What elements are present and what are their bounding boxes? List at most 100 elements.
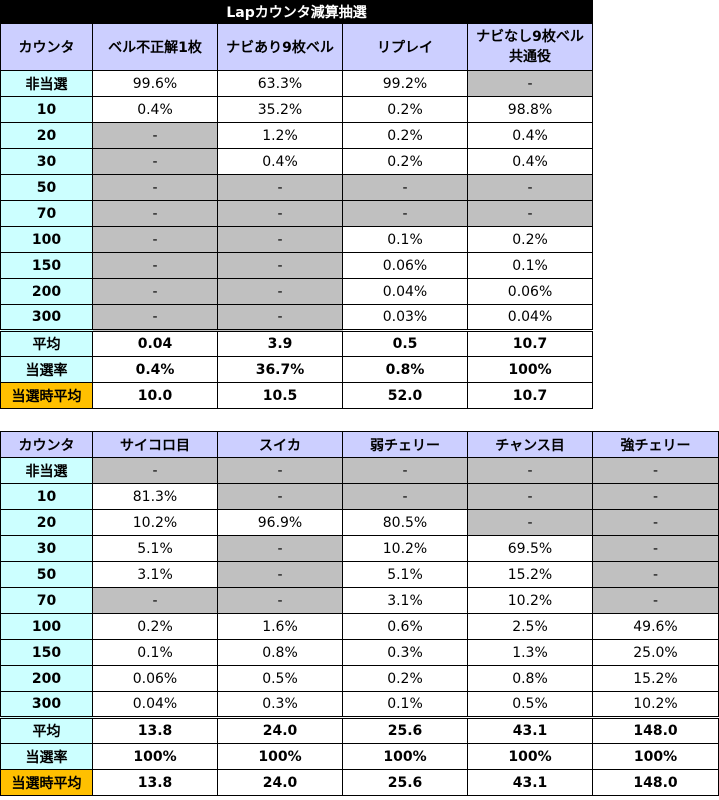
summary-row: 当選時平均 10.0 10.5 52.0 10.7 bbox=[0, 382, 594, 409]
table-cell: 0.04% bbox=[466, 304, 594, 331]
header-row: カウンタ サイコロ目 スイカ 弱チェリー チャンス目 強チェリー bbox=[0, 431, 719, 458]
table-cell: 10.2% bbox=[467, 587, 593, 614]
table-cell: 0.06% bbox=[92, 665, 218, 692]
row-label: 70 bbox=[0, 587, 93, 614]
row-label: 200 bbox=[0, 278, 93, 305]
table-cell: - bbox=[342, 457, 468, 484]
table-cell: 3.9 bbox=[217, 329, 343, 357]
table-title: Lapカウンタ減算抽選 bbox=[0, 0, 594, 24]
table-cell: - bbox=[592, 535, 719, 562]
column-header: ナビなし9枚ベル 共通役 bbox=[466, 23, 594, 71]
column-header: カウンタ bbox=[0, 23, 93, 71]
column-header-line: 共通役 bbox=[509, 49, 552, 65]
table-cell: 0.2% bbox=[92, 613, 218, 640]
table-cell: 0.8% bbox=[217, 639, 343, 666]
table-cell: 0.4% bbox=[217, 148, 343, 175]
table-cell: - bbox=[592, 457, 719, 484]
lap-counter-table-2: カウンタ サイコロ目 スイカ 弱チェリー チャンス目 強チェリー 非当選 - - - - -10 81.… bbox=[0, 431, 719, 796]
summary-row: 当選率 0.4% 36.7% 0.8% 100% bbox=[0, 356, 594, 383]
header-row: カウンタ ベル不正解1枚 ナビあり9枚ベル リプレイ ナビなし9枚ベル 共通役 bbox=[0, 23, 594, 71]
table-cell: - bbox=[466, 174, 594, 201]
table-cell: - bbox=[217, 483, 343, 510]
table-cell: - bbox=[342, 483, 468, 510]
table-cell: 0.8% bbox=[342, 356, 468, 383]
column-header: サイコロ目 bbox=[92, 431, 218, 458]
row-label: 10 bbox=[0, 483, 93, 510]
table-cell: - bbox=[217, 278, 343, 305]
table-row: 20-1.2% 0.2% 0.4% bbox=[0, 122, 594, 149]
column-header: ナビあり9枚ベル bbox=[217, 23, 343, 71]
column-header: カウンタ bbox=[0, 431, 93, 458]
table-cell: 0.4% bbox=[466, 122, 594, 149]
table-cell: 52.0 bbox=[342, 382, 468, 409]
table-cell: 100% bbox=[217, 743, 343, 770]
table-cell: 0.8% bbox=[467, 665, 593, 692]
table-cell: 0.6% bbox=[342, 613, 468, 640]
table-row: 200- -0.04% 0.06% bbox=[0, 278, 594, 305]
table-cell: - bbox=[92, 122, 218, 149]
table-cell: - bbox=[342, 200, 468, 227]
table-cell: - bbox=[467, 457, 593, 484]
table-cell: 100% bbox=[342, 743, 468, 770]
table-cell: 10.7 bbox=[466, 329, 594, 357]
summary-row: 平均 13.8 24.0 25.6 43.1 148.0 bbox=[0, 716, 719, 744]
table-cell: 25.0% bbox=[592, 639, 719, 666]
row-label: 30 bbox=[0, 535, 93, 562]
table-cell: 0.4% bbox=[466, 148, 594, 175]
column-header: 強チェリー bbox=[592, 431, 719, 458]
row-label: 10 bbox=[0, 96, 93, 123]
table-cell: 43.1 bbox=[467, 716, 593, 744]
table-cell: 0.1% bbox=[342, 226, 468, 253]
table-cell: - bbox=[217, 226, 343, 253]
table-cell: - bbox=[592, 561, 719, 588]
row-label: 100 bbox=[0, 226, 93, 253]
table-cell: 96.9% bbox=[217, 509, 343, 536]
table-cell: - bbox=[467, 509, 593, 536]
table-cell: 0.5% bbox=[217, 665, 343, 692]
table-cell: - bbox=[217, 304, 343, 331]
table-cell: 49.6% bbox=[592, 613, 719, 640]
table-cell: - bbox=[217, 561, 343, 588]
table-row: 10 0.4% 35.2% 0.2% 98.8% bbox=[0, 96, 594, 123]
table-cell: 148.0 bbox=[592, 769, 719, 796]
table-row: 70- -3.1% 10.2% - bbox=[0, 587, 719, 614]
table-cell: 5.1% bbox=[92, 535, 218, 562]
row-label: 300 bbox=[0, 304, 93, 331]
table-cell: 35.2% bbox=[217, 96, 343, 123]
table-cell: 13.8 bbox=[92, 716, 218, 744]
table-cell: 13.8 bbox=[92, 769, 218, 796]
table-cell: 15.2% bbox=[592, 665, 719, 692]
table-cell: 100% bbox=[467, 743, 593, 770]
table-cell: - bbox=[466, 200, 594, 227]
table-cell: 0.1% bbox=[342, 691, 468, 718]
row-label: 70 bbox=[0, 200, 93, 227]
table-cell: 0.4% bbox=[92, 96, 218, 123]
row-label: 平均 bbox=[0, 329, 93, 357]
row-label: 50 bbox=[0, 174, 93, 201]
table-cell: 43.1 bbox=[467, 769, 593, 796]
row-label: 当選率 bbox=[0, 356, 93, 383]
table-row: 300- -0.03% 0.04% bbox=[0, 304, 594, 331]
column-header: スイカ bbox=[217, 431, 343, 458]
table-cell: - bbox=[92, 587, 218, 614]
table-cell: - bbox=[592, 509, 719, 536]
table-row: 非当選 99.6% 63.3% 99.2% - bbox=[0, 70, 594, 97]
table-cell: 99.6% bbox=[92, 70, 218, 97]
summary-row: 平均 0.04 3.9 0.5 10.7 bbox=[0, 329, 594, 357]
table-cell: 1.2% bbox=[217, 122, 343, 149]
table-cell: - bbox=[92, 252, 218, 279]
table-row: 100 0.2% 1.6% 0.6% 2.5% 49.6% bbox=[0, 613, 719, 640]
row-label: 100 bbox=[0, 613, 93, 640]
table-cell: 0.06% bbox=[342, 252, 468, 279]
table-cell: 5.1% bbox=[342, 561, 468, 588]
table-row: 200 0.06% 0.5% 0.2% 0.8% 15.2% bbox=[0, 665, 719, 692]
table-cell: - bbox=[466, 70, 594, 97]
lap-counter-table-1: Lapカウンタ減算抽選 カウンタ ベル不正解1枚 ナビあり9枚ベル リプレイ ナビなし9枚… bbox=[0, 0, 594, 409]
table-cell: - bbox=[217, 535, 343, 562]
column-header: 弱チェリー bbox=[342, 431, 468, 458]
table-cell: 0.06% bbox=[466, 278, 594, 305]
column-header: リプレイ bbox=[342, 23, 468, 71]
table-cell: 0.2% bbox=[342, 96, 468, 123]
row-label: 20 bbox=[0, 122, 93, 149]
table-cell: 10.0 bbox=[92, 382, 218, 409]
